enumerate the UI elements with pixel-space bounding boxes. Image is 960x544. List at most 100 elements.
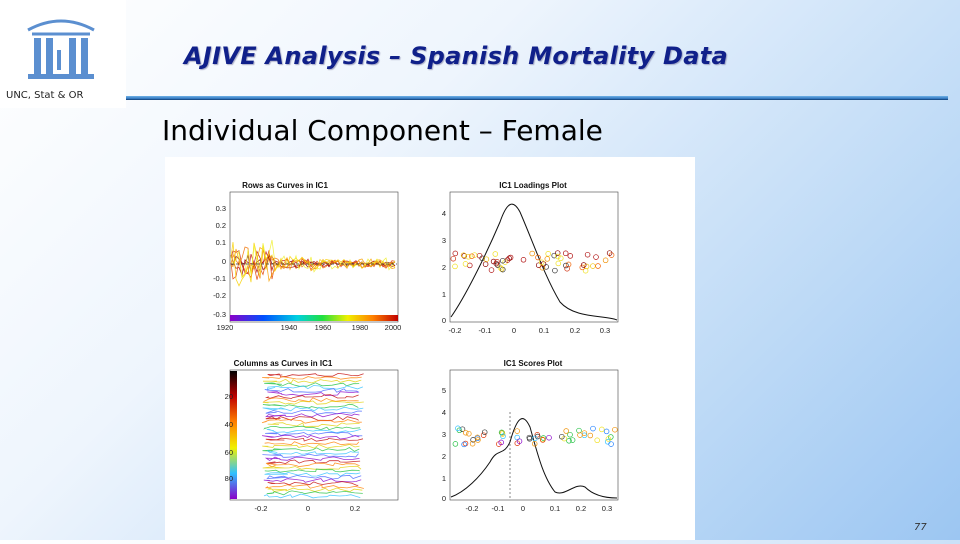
score-point xyxy=(577,432,583,438)
tick: -0.1 xyxy=(479,326,492,335)
loading-point xyxy=(450,255,457,262)
column-curve xyxy=(266,490,363,496)
loading-point xyxy=(555,253,561,260)
slide-title: AJIVE Analysis – Spanish Mortality Data xyxy=(184,42,728,70)
score-point xyxy=(532,435,538,442)
column-curve xyxy=(263,493,361,499)
column-curve xyxy=(267,459,361,465)
tick: 1960 xyxy=(315,323,332,332)
loading-point xyxy=(608,252,615,258)
column-curve xyxy=(265,416,359,421)
tick: 2 xyxy=(442,452,446,461)
loading-point xyxy=(492,251,499,257)
score-point xyxy=(498,439,504,446)
loading-point xyxy=(567,253,574,259)
column-curve xyxy=(262,453,359,458)
score-point xyxy=(605,436,612,442)
tick: 5 xyxy=(442,386,446,395)
score-point xyxy=(516,438,523,444)
loading-point xyxy=(558,255,564,262)
score-point xyxy=(455,425,461,432)
score-point xyxy=(452,441,459,447)
tick: 2000 xyxy=(385,323,402,332)
tick: 40 xyxy=(225,420,233,429)
score-point xyxy=(563,428,569,434)
tick: 1940 xyxy=(281,323,298,332)
tick: 0.2 xyxy=(216,221,226,230)
score-point xyxy=(594,437,600,444)
loading-point xyxy=(545,251,551,257)
score-point xyxy=(576,427,582,434)
tick: 0.3 xyxy=(216,204,226,213)
column-curve xyxy=(262,403,359,409)
score-point xyxy=(462,440,469,447)
tick: 4 xyxy=(442,209,446,218)
score-point xyxy=(540,437,546,443)
loading-point xyxy=(580,262,587,268)
loading-point xyxy=(494,262,501,268)
column-curve xyxy=(267,391,359,397)
tick: -0.1 xyxy=(492,504,505,513)
score-point xyxy=(590,425,596,432)
score-point xyxy=(566,438,572,444)
loading-point xyxy=(488,267,495,273)
tick: -0.2 xyxy=(466,504,479,513)
column-curve xyxy=(265,412,360,418)
column-curve xyxy=(264,456,360,461)
loading-point xyxy=(538,259,545,266)
column-curve xyxy=(266,428,362,434)
loading-point xyxy=(462,261,469,267)
column-curve xyxy=(267,450,360,455)
column-curve xyxy=(265,437,364,442)
tick: 0.3 xyxy=(602,504,612,513)
year-colorbar xyxy=(230,315,398,321)
column-curve xyxy=(264,468,360,473)
score-point xyxy=(481,429,488,435)
tick: 0 xyxy=(512,326,516,335)
figure-svg: Rows as Curves in IC1 0.3 0.2 0.1 0 -0.1… xyxy=(213,181,619,513)
score-point xyxy=(526,436,533,442)
department-label: UNC, Stat & OR xyxy=(6,90,84,101)
loading-point xyxy=(482,261,489,267)
column-curve xyxy=(267,487,363,493)
page-number: 77 xyxy=(914,522,927,533)
score-point xyxy=(500,433,506,440)
title-rule xyxy=(126,96,948,100)
panel-title-loadings: IC1 Loadings Plot xyxy=(499,181,567,190)
column-curve xyxy=(267,372,364,378)
panel-title-rows: Rows as Curves in IC1 xyxy=(242,181,328,190)
column-curve xyxy=(262,376,362,380)
loading-point xyxy=(460,252,467,258)
column-curve xyxy=(266,474,362,480)
loading-point xyxy=(602,257,609,264)
column-curve xyxy=(265,431,363,437)
panel-rows-curves: Rows as Curves in IC1 0.3 0.2 0.1 0 -0.1… xyxy=(213,181,401,332)
loading-point xyxy=(590,263,596,269)
column-curve xyxy=(267,481,359,486)
tick: 0.3 xyxy=(600,326,610,335)
unc-old-well-logo xyxy=(27,19,95,79)
tick: -0.3 xyxy=(213,310,226,319)
column-curve xyxy=(262,465,362,470)
tick: 1 xyxy=(442,474,446,483)
column-curve xyxy=(267,422,360,427)
column-curve xyxy=(262,378,362,384)
tick: 1 xyxy=(442,290,446,299)
score-point xyxy=(587,432,594,439)
panel-title-scores: IC1 Scores Plot xyxy=(504,359,563,368)
score-point xyxy=(514,428,520,434)
loading-point xyxy=(461,253,468,259)
column-curve xyxy=(263,425,361,431)
loading-point xyxy=(563,262,569,269)
column-curve xyxy=(262,447,360,452)
column-curve xyxy=(261,419,362,424)
loading-point xyxy=(493,260,500,267)
tick: 0 xyxy=(222,257,226,266)
panel-loadings: IC1 Loadings Plot 4 3 2 1 0 -0.2 -0.1 0 … xyxy=(442,181,619,335)
column-curve xyxy=(262,400,364,405)
tick: 1980 xyxy=(352,323,369,332)
column-curve xyxy=(263,397,359,403)
score-point xyxy=(559,433,565,440)
tick: 3 xyxy=(442,236,446,245)
tick: 0.2 xyxy=(576,504,586,513)
